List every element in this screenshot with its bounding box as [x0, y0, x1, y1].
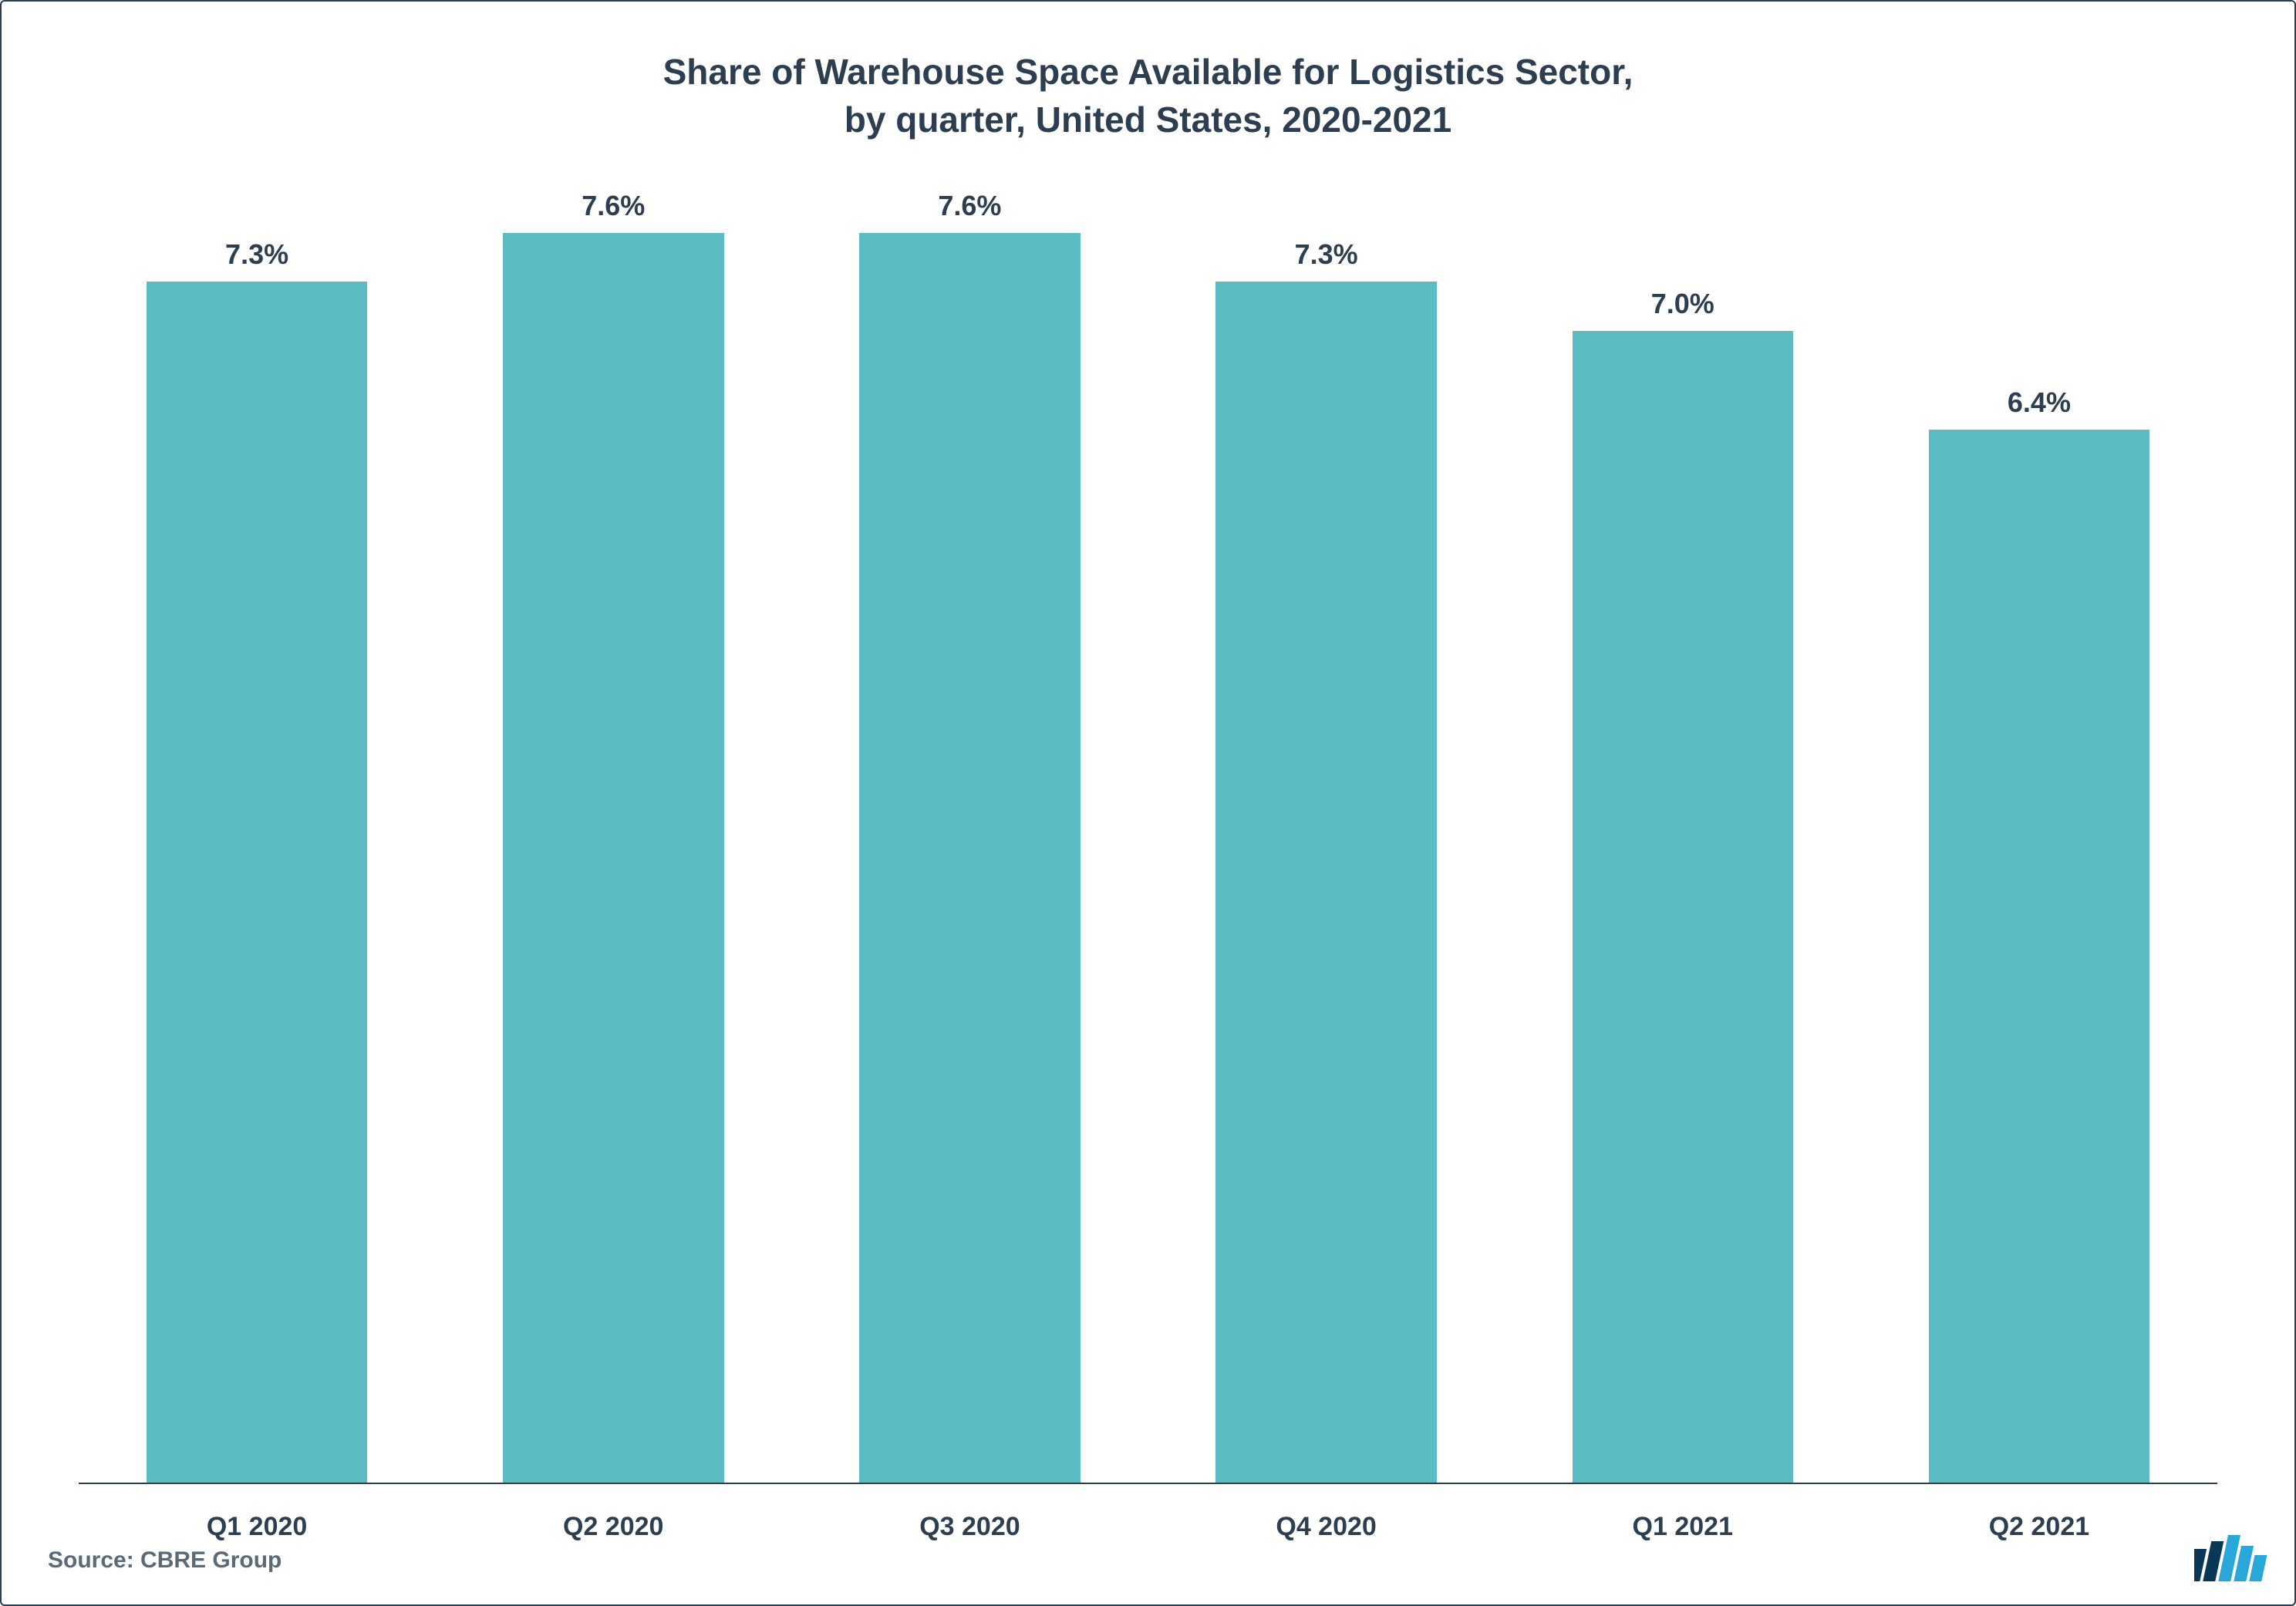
bar-slot: 7.6%	[435, 167, 791, 1483]
bar-slot: 7.3%	[1148, 167, 1505, 1483]
bar-value-label: 7.0%	[1651, 288, 1714, 320]
source-text: Source: CBRE Group	[48, 1547, 282, 1574]
x-axis-label: Q3 2020	[791, 1512, 1148, 1542]
bar-value-label: 7.3%	[1295, 238, 1358, 271]
x-axis-label: Q1 2020	[79, 1512, 435, 1542]
x-axis-label: Q2 2020	[435, 1512, 791, 1542]
bar-slot: 7.3%	[79, 167, 435, 1483]
x-axis-label: Q4 2020	[1148, 1512, 1505, 1542]
bar-rect	[147, 282, 368, 1483]
x-axis-label: Q1 2021	[1505, 1512, 1861, 1542]
bar-value-label: 7.6%	[938, 190, 1001, 222]
bar-rect	[859, 233, 1081, 1483]
bars-row: 7.3% 7.6% 7.6% 7.3% 7.0% 6.4%	[79, 167, 2217, 1483]
plot-wrapper: 7.3%7.6%7.6%7.3%7.0%6.4% Q1 2020Q2 2020Q…	[48, 167, 2248, 1484]
x-axis-label: Q2 2021	[1861, 1512, 2217, 1542]
bar-rect	[1573, 331, 1794, 1483]
chart-container: Share of Warehouse Space Available for L…	[0, 0, 2296, 1606]
bar-slot: 6.4%	[1861, 167, 2217, 1483]
bar-slot: 7.0%	[1505, 167, 1861, 1483]
chart-title-line-1: Share of Warehouse Space Available for L…	[48, 48, 2248, 96]
bar-slot: 7.6%	[791, 167, 1148, 1483]
bar-value-label: 6.4%	[2008, 386, 2071, 419]
chart-title-line-2: by quarter, United States, 2020-2021	[48, 96, 2248, 143]
plot-area: 7.3% 7.6% 7.6% 7.3% 7.0% 6.4%	[79, 167, 2217, 1484]
bar-value-label: 7.6%	[582, 190, 645, 222]
bar-rect	[503, 233, 724, 1483]
chart-title: Share of Warehouse Space Available for L…	[48, 48, 2248, 143]
x-axis-labels: Q1 2020Q2 2020Q3 2020Q4 2020Q1 2021Q2 20…	[79, 1512, 2217, 1542]
bar-rect	[1215, 282, 1437, 1483]
bar-value-label: 7.3%	[225, 238, 288, 271]
brand-logo-icon	[2194, 1535, 2271, 1581]
bar-rect	[1929, 430, 2150, 1483]
